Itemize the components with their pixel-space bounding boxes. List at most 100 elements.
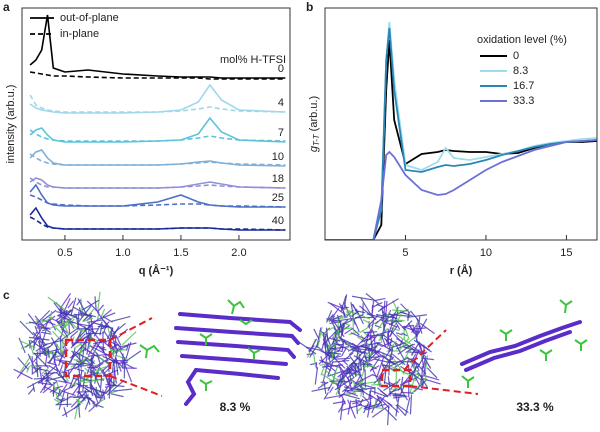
- molecule-stroke: [413, 339, 432, 353]
- stacked-chains: [174, 312, 302, 406]
- chain: [460, 320, 582, 366]
- rdf-line: [325, 21, 597, 240]
- molecule-stroke: [38, 381, 53, 386]
- molecule-stroke: [118, 361, 128, 364]
- rdf-line: [325, 27, 597, 240]
- panel-letter: c: [3, 288, 10, 302]
- profile-line: [29, 94, 286, 113]
- molecule-stroke: [387, 406, 390, 426]
- molecule-stroke: [89, 384, 94, 397]
- molecule-stroke: [368, 388, 372, 399]
- molecule-stroke: [312, 352, 317, 368]
- molecule-stroke: [344, 343, 362, 352]
- molecule-stroke: [40, 367, 49, 375]
- molecule-stroke: [349, 356, 362, 372]
- molecule-stroke: [406, 359, 410, 366]
- molecule-stroke: [26, 366, 31, 373]
- molecule-stroke: [94, 366, 107, 372]
- molecule-stroke: [368, 393, 383, 404]
- molecule-stroke: [371, 329, 375, 336]
- molecule-stroke: [356, 387, 375, 391]
- molecule-stroke: [33, 325, 44, 342]
- molecule-stroke: [41, 309, 57, 322]
- molecule-stroke: [374, 317, 383, 325]
- molecule-stroke: [325, 394, 344, 399]
- molecule-stroke: [116, 366, 126, 369]
- legend-title: oxidation level (%): [477, 34, 567, 46]
- dopant: [139, 344, 160, 359]
- molecule-stroke: [124, 363, 133, 383]
- molecule-stroke: [54, 359, 71, 363]
- molecule-stroke: [343, 389, 364, 393]
- molecule-stroke: [348, 357, 359, 367]
- molecule-stroke: [362, 395, 369, 403]
- molecule-stroke: [82, 394, 87, 402]
- chain: [460, 320, 582, 372]
- molecule-stroke: [382, 334, 401, 347]
- molecule-stroke: [328, 307, 340, 323]
- x-tick-label: 2.0: [231, 247, 246, 259]
- molecule-stroke: [57, 315, 71, 322]
- molecule-stroke: [360, 336, 376, 343]
- molecule-stroke: [351, 342, 362, 351]
- molecule-stroke: [48, 319, 57, 331]
- molecule-stroke: [60, 390, 76, 397]
- molecule-stroke: [341, 359, 349, 366]
- molecule-stroke: [354, 309, 366, 314]
- molecule-stroke: [355, 399, 359, 415]
- series-label: 40: [272, 215, 284, 227]
- molecule-stroke: [364, 331, 369, 354]
- molecule-stroke: [77, 298, 88, 317]
- molecule-stroke: [75, 398, 84, 404]
- rdf-line: [325, 39, 597, 240]
- molecule-stroke: [17, 357, 29, 371]
- molecule-stroke: [337, 339, 346, 353]
- molecule-stroke: [387, 357, 394, 363]
- chain: [176, 340, 296, 359]
- caption: 33.3 %: [516, 400, 554, 414]
- molecule-stroke: [377, 311, 391, 330]
- molecule-stroke: [381, 354, 394, 364]
- profile-line: [29, 177, 286, 189]
- molecule-stroke: [44, 369, 48, 378]
- molecule-stroke: [368, 345, 377, 350]
- molecule-stroke: [59, 397, 66, 402]
- molecule-stroke: [115, 334, 122, 346]
- molecule-stroke: [329, 386, 334, 393]
- molecule-stroke: [352, 365, 364, 381]
- molecule-stroke: [352, 304, 357, 311]
- molecule-stroke: [366, 313, 386, 319]
- chain: [184, 368, 198, 406]
- molecule-stroke: [53, 302, 67, 320]
- molecule-stroke: [55, 309, 72, 321]
- molecule-stroke: [346, 390, 358, 397]
- molecule-stroke: [37, 323, 42, 339]
- molecule-stroke: [69, 352, 77, 359]
- molecule-stroke: [335, 357, 351, 360]
- y-label-symbol: g: [308, 145, 320, 152]
- molecule-stroke: [337, 364, 354, 378]
- molecule-stroke: [113, 365, 116, 385]
- molecule-stroke: [70, 339, 79, 349]
- molecule-stroke: [400, 311, 413, 317]
- molecule-stroke: [359, 359, 362, 371]
- molecule-stroke: [327, 382, 333, 392]
- molecule-stroke: [379, 360, 390, 376]
- molecule-stroke: [406, 314, 427, 319]
- dopant: [461, 299, 588, 388]
- molecule-stroke: [423, 374, 440, 381]
- molecule-stroke: [86, 300, 100, 314]
- molecule-stroke: [360, 297, 372, 315]
- molecule-stroke: [388, 392, 401, 395]
- molecule-stroke: [51, 351, 59, 373]
- molecule-stroke: [331, 315, 335, 322]
- zoom-line: [109, 375, 163, 397]
- series-label: 0: [278, 63, 284, 75]
- molecule-stroke: [99, 387, 108, 402]
- molecule-stroke: [410, 343, 419, 356]
- molecule-stroke: [400, 391, 414, 394]
- molecule-stroke: [56, 309, 74, 324]
- molecule-stroke: [396, 404, 409, 414]
- molecule-stroke: [41, 339, 47, 357]
- molecule-stroke: [407, 322, 415, 334]
